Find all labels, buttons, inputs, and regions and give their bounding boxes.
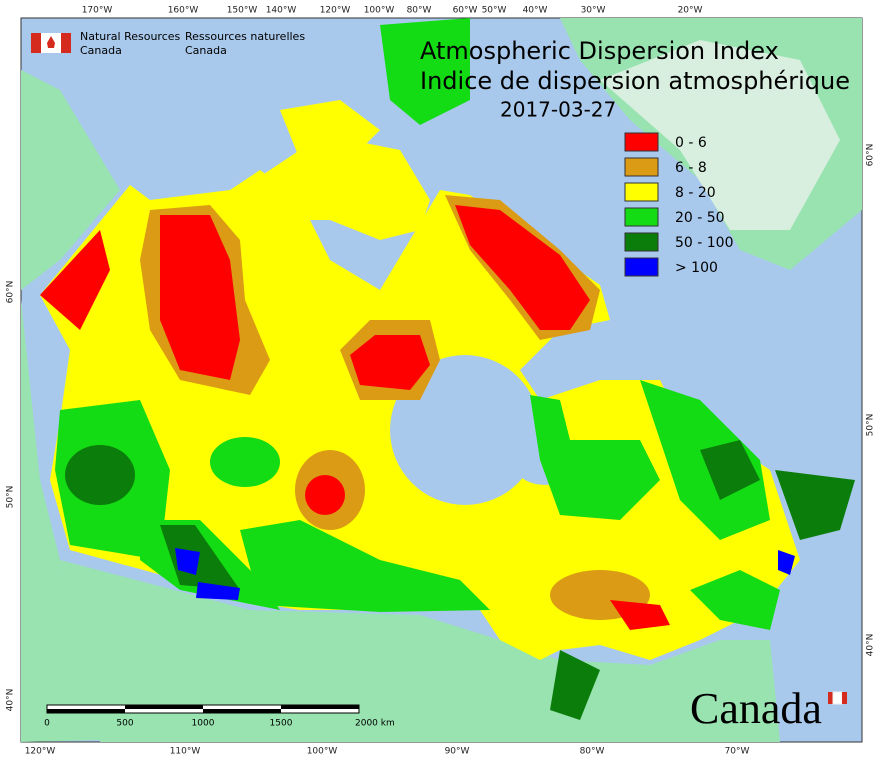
longitude-label: 120°W	[320, 6, 351, 16]
latitude-label: 60°N	[6, 281, 16, 304]
legend-label: 6 - 8	[675, 160, 707, 176]
legend-swatch	[624, 132, 659, 152]
longitude-label: 90°W	[445, 747, 470, 757]
longitude-label: 30°W	[581, 6, 606, 16]
legend-swatch	[624, 182, 659, 202]
latitude-label: 60°N	[866, 144, 876, 167]
longitude-label: 110°W	[170, 747, 201, 757]
longitude-label: 160°W	[168, 6, 199, 16]
canada-index	[40, 100, 855, 720]
legend-label: > 100	[675, 260, 718, 276]
agency-en: Natural Resources	[80, 30, 181, 43]
agency-en: Canada	[80, 44, 122, 57]
agency-fr: Ressources naturelles	[185, 30, 305, 43]
longitude-label: 120°W	[25, 747, 56, 757]
title: Indice de dispersion atmosphérique	[420, 67, 850, 95]
legend-label: 20 - 50	[675, 210, 725, 226]
logo-flag	[31, 33, 847, 705]
legend-swatch	[624, 232, 659, 252]
scale-label: 500	[116, 719, 133, 729]
legend-label: 8 - 20	[675, 185, 716, 201]
longitude-label: 100°W	[307, 747, 338, 757]
latitude-label: 40°N	[866, 634, 876, 657]
legend-swatch	[624, 207, 659, 227]
scale-label: 2000 km	[355, 719, 395, 729]
longitude-label: 20°W	[678, 6, 703, 16]
legend-label: 50 - 100	[675, 235, 734, 251]
latitude-label: 50°N	[6, 486, 16, 509]
latitude-label: 50°N	[866, 414, 876, 437]
longitude-label: 170°W	[82, 6, 113, 16]
latitude-label: 40°N	[6, 689, 16, 712]
legend-swatch	[624, 157, 659, 177]
longitude-label: 50°W	[482, 6, 507, 16]
longitude-label: 40°W	[523, 6, 548, 16]
agency-fr: Canada	[185, 44, 227, 57]
legend-swatch	[624, 257, 659, 277]
longitude-label: 80°W	[407, 6, 432, 16]
title: Atmospheric Dispersion Index	[420, 37, 779, 65]
scale-label: 0	[44, 719, 50, 729]
land-background	[21, 18, 862, 742]
longitude-label: 70°W	[725, 747, 750, 757]
scale-bar	[46, 704, 360, 714]
longitude-label: 60°W	[453, 6, 478, 16]
longitude-label: 150°W	[227, 6, 258, 16]
longitude-label: 140°W	[266, 6, 297, 16]
wordmark: Canada	[690, 684, 822, 733]
longitude-label: 100°W	[364, 6, 395, 16]
legend-label: 0 - 6	[675, 135, 707, 151]
longitude-label: 80°W	[580, 747, 605, 757]
scale-label: 1000	[192, 719, 215, 729]
date: 2017-03-27	[500, 98, 616, 122]
scale-label: 1500	[270, 719, 293, 729]
